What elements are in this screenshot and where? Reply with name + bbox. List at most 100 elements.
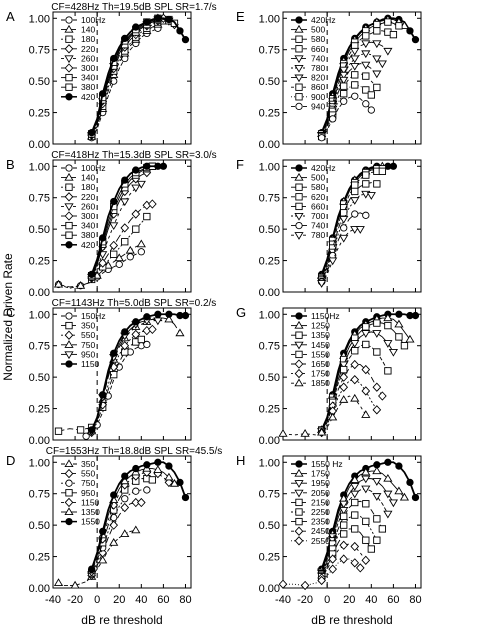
- y-tick-label: 0.00: [259, 435, 280, 447]
- data-point: [383, 313, 393, 322]
- y-tick-label: 0.25: [259, 256, 280, 268]
- data-point: [388, 499, 398, 508]
- y-tick-label: 0.50: [259, 372, 280, 384]
- data-point: [361, 475, 371, 484]
- data-point: [361, 386, 371, 396]
- legend-marker: [295, 312, 303, 320]
- data-point: [340, 209, 348, 217]
- data-point: [132, 23, 140, 31]
- legend-label: 140: [81, 173, 95, 183]
- legend-label: 100Hz: [81, 15, 106, 25]
- legend-entry: 140: [61, 25, 95, 35]
- y-tick-label: 0.25: [29, 108, 50, 120]
- data-point: [389, 30, 398, 39]
- legend-entry: 420: [61, 240, 95, 250]
- legend-marker: [295, 193, 303, 201]
- legend-marker: [65, 16, 73, 24]
- data-point: [395, 333, 403, 341]
- data-point: [339, 395, 349, 403]
- data-point: [110, 491, 118, 499]
- data-point: [339, 66, 349, 75]
- legend-label: 780: [311, 63, 325, 73]
- legend-marker: [64, 63, 74, 73]
- data-point: [121, 495, 129, 503]
- data-point: [362, 100, 370, 108]
- legend-entry: 340: [61, 73, 95, 83]
- data-point: [350, 340, 360, 348]
- data-point: [339, 554, 349, 564]
- data-point: [362, 86, 370, 94]
- data-point: [143, 340, 151, 349]
- data-point: [169, 478, 180, 487]
- legend-marker: [294, 232, 304, 240]
- data-point: [384, 321, 392, 330]
- legend-entry: 740: [291, 221, 325, 231]
- data-point: [373, 20, 381, 29]
- series-line: [283, 558, 361, 586]
- data-point: [98, 258, 107, 268]
- data-point: [87, 426, 96, 434]
- panel-frame: [282, 455, 422, 589]
- data-point: [355, 563, 365, 573]
- data-point: [378, 167, 387, 175]
- data-point: [351, 81, 359, 89]
- y-tick-label: 0.50: [29, 372, 50, 384]
- legend-entry: 150Hz: [61, 311, 106, 321]
- legend-marker: [64, 55, 74, 64]
- data-point: [367, 91, 375, 99]
- series-780: [317, 226, 365, 288]
- series-150hz: [82, 340, 151, 440]
- data-point: [339, 71, 349, 80]
- legend-label: 300: [81, 63, 95, 73]
- legend-marker: [294, 64, 304, 73]
- legend-marker: [294, 368, 304, 379]
- y-tick-label: 0.00: [259, 583, 280, 595]
- data-point: [372, 40, 382, 49]
- legend-label: 350: [81, 321, 95, 331]
- data-point: [373, 515, 381, 523]
- legend-label: 420: [81, 92, 95, 102]
- legend-label: 1750: [311, 469, 330, 479]
- legend-marker: [64, 497, 74, 508]
- data-point: [406, 478, 414, 487]
- legend-entry: 580: [291, 34, 325, 44]
- data-point: [148, 324, 157, 335]
- series-line: [91, 183, 142, 278]
- y-tick-label: 0.75: [259, 45, 280, 57]
- series-line: [90, 313, 186, 431]
- legend-entry: 140: [61, 173, 95, 183]
- data-point: [362, 211, 370, 219]
- legend-marker: [294, 74, 304, 83]
- legend-entry: 340: [61, 221, 95, 231]
- data-point: [377, 60, 387, 69]
- legend-label: 1550: [311, 349, 330, 359]
- legend-entry: 1150: [61, 359, 100, 369]
- data-point: [372, 55, 382, 64]
- legend-label: 2150: [311, 497, 330, 507]
- legend-marker: [65, 183, 73, 191]
- data-point: [87, 129, 96, 137]
- legend-entry: 300: [61, 211, 95, 221]
- legend-label: 740: [311, 221, 325, 231]
- x-tick-label: 0: [324, 594, 330, 606]
- legend-entry: 2450: [291, 526, 330, 536]
- legend-entry: 820: [291, 73, 325, 83]
- panel-frame: [52, 159, 192, 293]
- legend-label: 580: [311, 34, 325, 44]
- data-point: [137, 497, 146, 508]
- panel-title: CF=428Hz Th=19.5dB SPL SR=1.7/s: [51, 2, 216, 13]
- data-point: [175, 328, 185, 337]
- legend-marker: [294, 480, 304, 488]
- series-860: [317, 71, 381, 141]
- data-point: [181, 36, 190, 44]
- legend-label: 1750: [311, 369, 330, 379]
- legend-entry: 550: [61, 330, 95, 340]
- data-point: [148, 199, 157, 209]
- data-point: [372, 493, 382, 501]
- data-point: [109, 222, 119, 231]
- legend-label: 100Hz: [81, 163, 106, 173]
- legend-marker: [64, 192, 74, 202]
- data-point: [411, 493, 420, 502]
- x-tick-label: 80: [179, 594, 191, 606]
